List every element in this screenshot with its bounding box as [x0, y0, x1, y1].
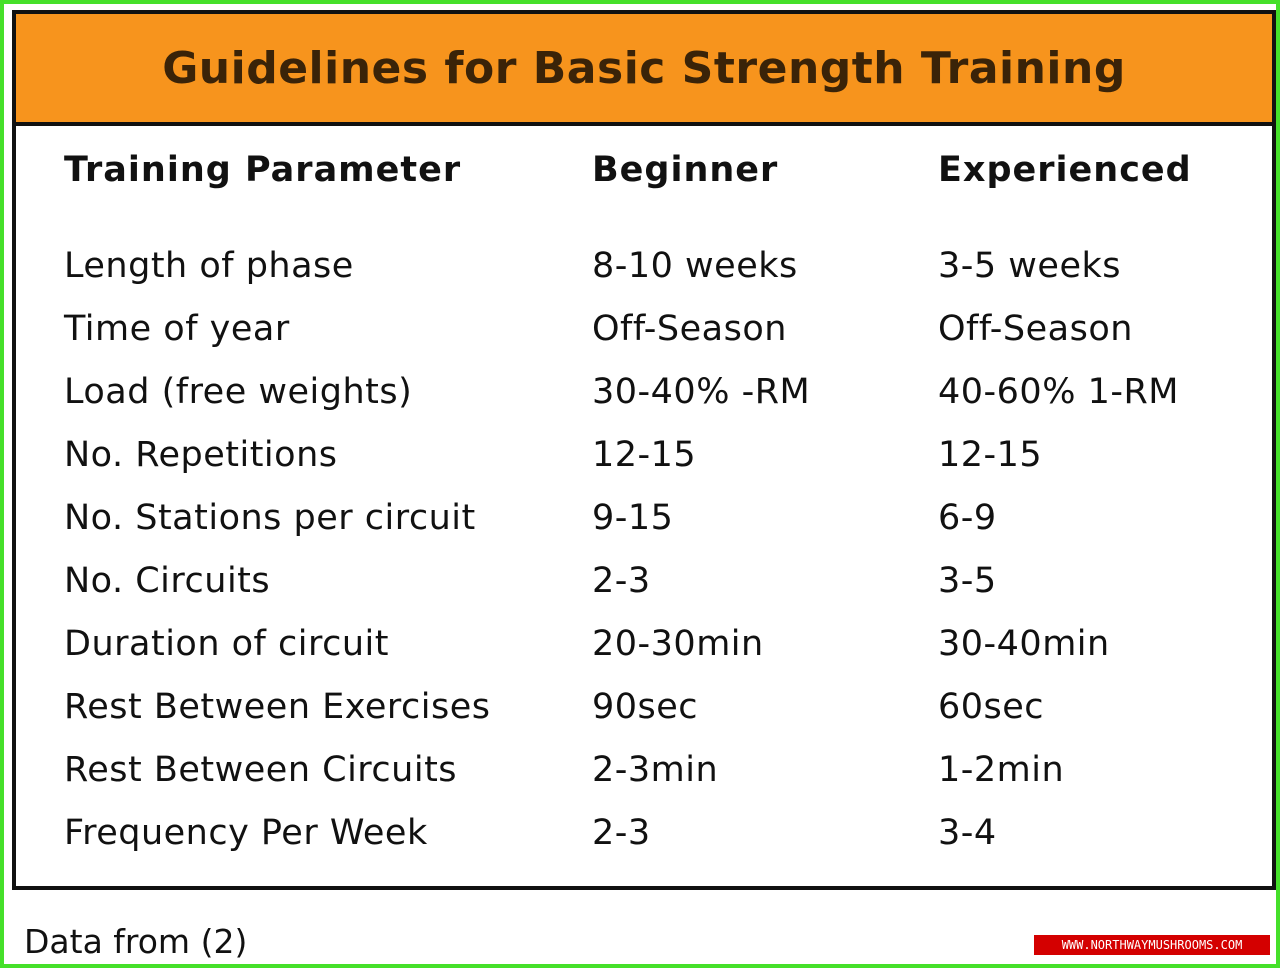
row-experienced-value: 40-60% 1-RM — [938, 372, 1179, 412]
row-experienced-value: 3-5 weeks — [938, 246, 1121, 286]
row-experienced-value: 30-40min — [938, 624, 1110, 664]
column-header-beginner: Beginner — [592, 150, 779, 190]
row-parameter: Length of phase — [64, 246, 354, 286]
row-experienced-value: 1-2min — [938, 750, 1065, 790]
row-parameter: No. Repetitions — [64, 435, 338, 475]
row-parameter: No. Circuits — [64, 561, 271, 601]
row-beginner-value: 12-15 — [592, 435, 697, 475]
row-beginner-value: 2-3min — [592, 750, 719, 790]
row-experienced-value: 6-9 — [938, 498, 997, 538]
row-beginner-value: 2-3 — [592, 561, 651, 601]
row-parameter: Time of year — [64, 309, 290, 349]
row-beginner-value: Off-Season — [592, 309, 787, 349]
row-beginner-value: 20-30min — [592, 624, 764, 664]
row-experienced-value: 12-15 — [938, 435, 1043, 475]
row-experienced-value: Off-Season — [938, 309, 1133, 349]
column-header-parameter: Training Parameter — [64, 150, 462, 190]
column-header-experienced: Experienced — [938, 150, 1192, 190]
row-parameter: Rest Between Circuits — [64, 750, 458, 790]
source-note: Data from (2) — [24, 922, 248, 961]
title-bar: Guidelines for Basic Strength Training — [16, 14, 1272, 126]
row-beginner-value: 30-40% -RM — [592, 372, 811, 412]
row-parameter: Load (free weights) — [64, 372, 413, 412]
row-experienced-value: 3-4 — [938, 813, 997, 853]
row-beginner-value: 8-10 weeks — [592, 246, 798, 286]
row-parameter: Frequency Per Week — [64, 813, 428, 853]
guidelines-table: Guidelines for Basic Strength Training T… — [12, 10, 1276, 890]
row-beginner-value: 2-3 — [592, 813, 651, 853]
row-parameter: No. Stations per circuit — [64, 498, 476, 538]
row-experienced-value: 60sec — [938, 687, 1045, 727]
watermark: WWW.NORTHWAYMUSHROOMS.COM — [1034, 935, 1270, 955]
table-title: Guidelines for Basic Strength Training — [162, 42, 1126, 94]
row-beginner-value: 90sec — [592, 687, 699, 727]
row-parameter: Duration of circuit — [64, 624, 389, 664]
row-beginner-value: 9-15 — [592, 498, 674, 538]
row-parameter: Rest Between Exercises — [64, 687, 491, 727]
row-experienced-value: 3-5 — [938, 561, 997, 601]
